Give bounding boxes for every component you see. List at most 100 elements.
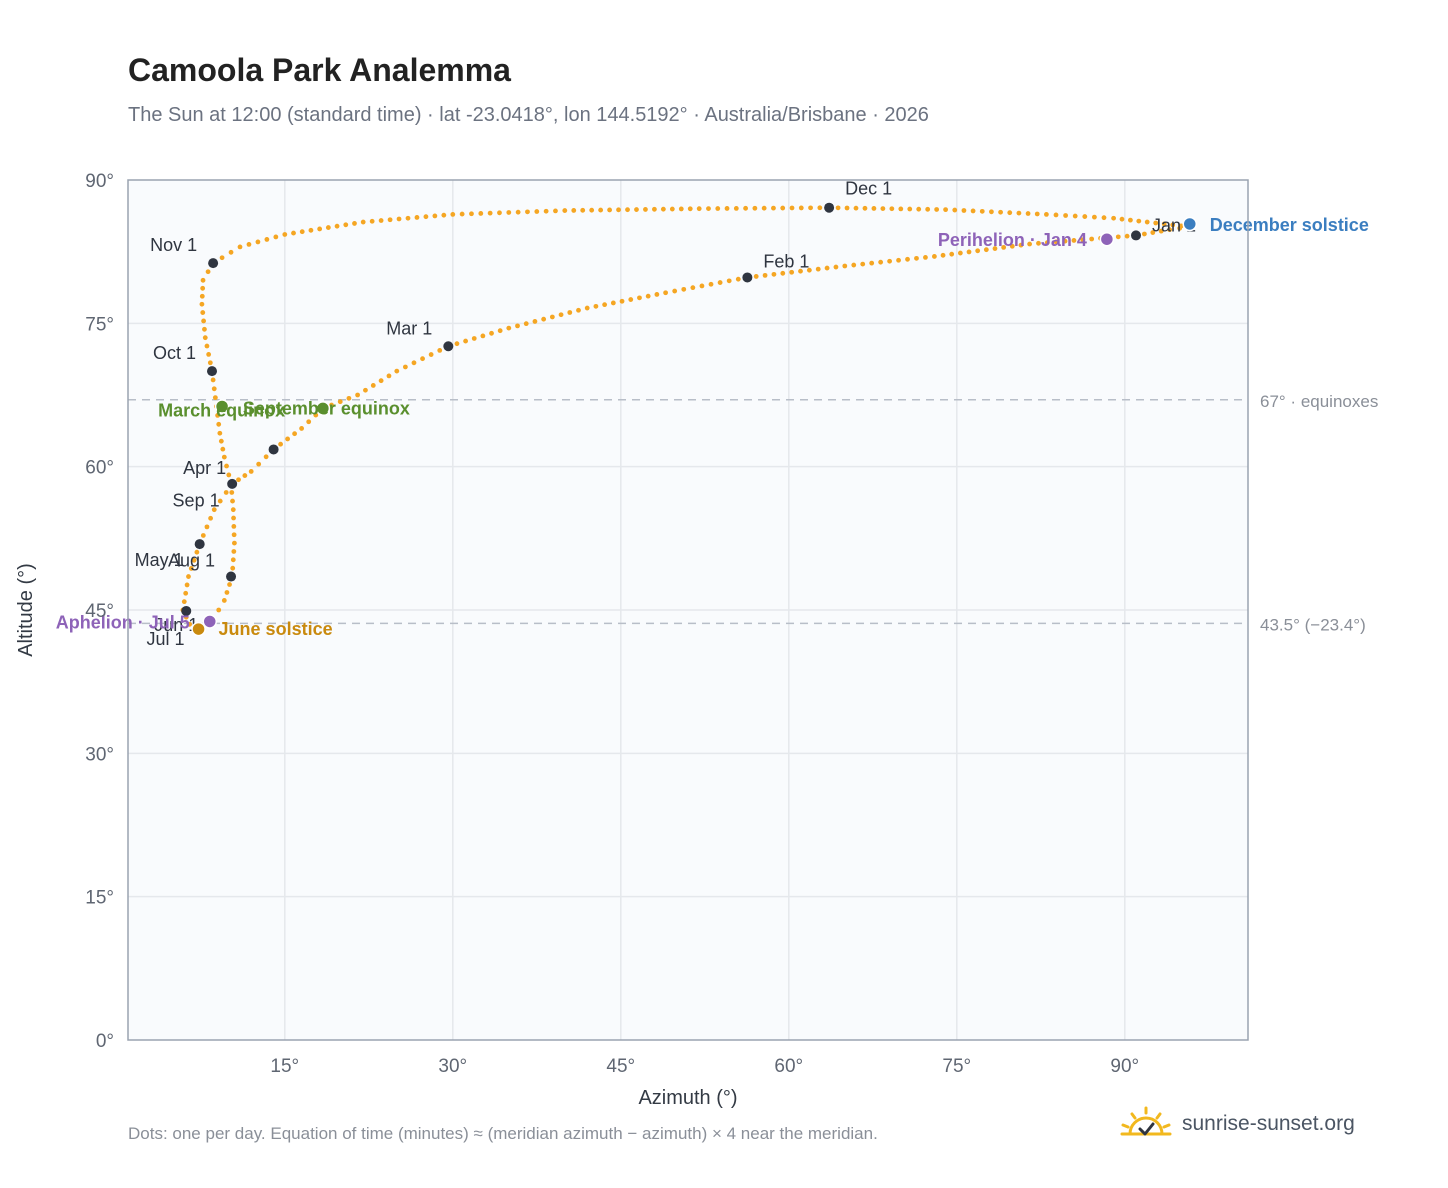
y-tick-label: 75° xyxy=(85,314,114,335)
daily-dot xyxy=(598,207,604,213)
daily-dot xyxy=(878,259,884,265)
daily-dot xyxy=(217,430,223,436)
daily-dot xyxy=(681,286,687,292)
daily-dot xyxy=(454,341,460,347)
daily-dot xyxy=(199,301,205,307)
daily-dot xyxy=(478,211,484,216)
daily-dot xyxy=(914,255,919,261)
daily-dot xyxy=(726,278,732,284)
daily-dot xyxy=(230,498,235,504)
daily-dot xyxy=(236,477,241,483)
daily-dot xyxy=(808,205,813,211)
daily-dot xyxy=(207,360,213,366)
daily-dot xyxy=(979,208,985,214)
daily-dot xyxy=(1025,211,1031,216)
daily-dot xyxy=(1071,238,1077,243)
daily-dot xyxy=(263,454,269,460)
daily-dot xyxy=(966,249,972,255)
daily-dot xyxy=(523,321,529,327)
daily-dot xyxy=(1027,241,1032,247)
daily-dot xyxy=(789,205,795,211)
daily-dot xyxy=(386,373,392,379)
daily-dot xyxy=(534,209,540,214)
reference-line-label: 43.5° (−23.4°) xyxy=(1260,615,1366,634)
daily-dot xyxy=(1158,228,1164,234)
daily-dot xyxy=(463,338,468,344)
daily-dot xyxy=(905,256,910,262)
daily-dot xyxy=(204,524,210,530)
event-marker xyxy=(1099,231,1115,247)
daily-dot xyxy=(329,402,334,408)
daily-dot xyxy=(230,507,236,513)
event-marker xyxy=(1182,216,1198,232)
daily-dot xyxy=(541,316,547,322)
daily-dot xyxy=(871,206,877,211)
month-marker-label: Feb 1 xyxy=(763,251,809,271)
daily-dot xyxy=(201,318,207,324)
daily-dot xyxy=(1082,214,1088,219)
daily-dot xyxy=(593,303,599,309)
daily-dot xyxy=(343,222,349,228)
daily-dot xyxy=(860,261,866,267)
daily-dot xyxy=(669,206,675,212)
month-marker xyxy=(227,478,238,489)
daily-dot xyxy=(285,436,290,442)
daily-dot xyxy=(255,239,261,245)
daily-dot xyxy=(487,210,493,216)
daily-dot xyxy=(643,207,648,212)
event-label: December solstice xyxy=(1210,215,1369,235)
daily-dot xyxy=(1053,212,1059,218)
daily-dot xyxy=(602,302,608,308)
month-marker xyxy=(443,341,454,352)
x-tick-label: 15° xyxy=(270,1056,299,1077)
daily-dot xyxy=(1001,245,1007,250)
daily-dot xyxy=(223,490,229,495)
daily-dot xyxy=(278,441,283,447)
x-tick-label: 90° xyxy=(1110,1056,1139,1077)
month-marker xyxy=(181,605,192,616)
daily-dot xyxy=(194,549,200,555)
daily-dot xyxy=(1101,215,1107,221)
daily-dot xyxy=(497,328,503,334)
month-marker xyxy=(194,539,205,550)
daily-dot xyxy=(231,523,237,529)
daily-dot xyxy=(1119,216,1125,222)
daily-dot xyxy=(898,206,904,212)
daily-dot xyxy=(983,247,989,253)
daily-dot xyxy=(282,232,288,237)
x-tick-label: 75° xyxy=(942,1056,971,1077)
daily-dot xyxy=(652,206,657,212)
daily-dot xyxy=(1150,230,1156,235)
daily-dot xyxy=(246,242,252,247)
daily-dot xyxy=(817,205,823,211)
x-tick-label: 45° xyxy=(606,1056,635,1077)
chart-title: Camoola Park Analemma xyxy=(128,52,511,88)
y-tick-label: 45° xyxy=(85,601,114,622)
daily-dot xyxy=(205,269,211,275)
brand-logo[interactable]: sunrise-sunset.org xyxy=(1120,1104,1355,1144)
month-marker xyxy=(226,571,237,582)
daily-dot xyxy=(273,234,279,240)
daily-dot xyxy=(378,378,384,384)
daily-dot xyxy=(506,210,512,215)
daily-dot xyxy=(580,207,586,213)
y-tick-label: 60° xyxy=(85,458,114,479)
month-marker-label: Sep 1 xyxy=(173,490,220,510)
daily-dot xyxy=(717,280,723,285)
daily-dot xyxy=(724,206,730,211)
month-marker-label: Oct 1 xyxy=(153,343,196,363)
daily-dot xyxy=(325,225,331,230)
daily-dot xyxy=(1177,225,1183,231)
daily-dot xyxy=(256,461,262,467)
daily-dot xyxy=(932,254,937,259)
daily-dot xyxy=(506,325,512,331)
daily-dot xyxy=(334,223,340,229)
daily-dot xyxy=(815,266,821,272)
daily-dot xyxy=(833,264,839,270)
daily-dot xyxy=(1034,211,1040,217)
daily-dot xyxy=(625,207,630,213)
daily-dot xyxy=(230,565,236,571)
daily-dot xyxy=(1153,220,1159,226)
daily-dot xyxy=(771,205,776,211)
